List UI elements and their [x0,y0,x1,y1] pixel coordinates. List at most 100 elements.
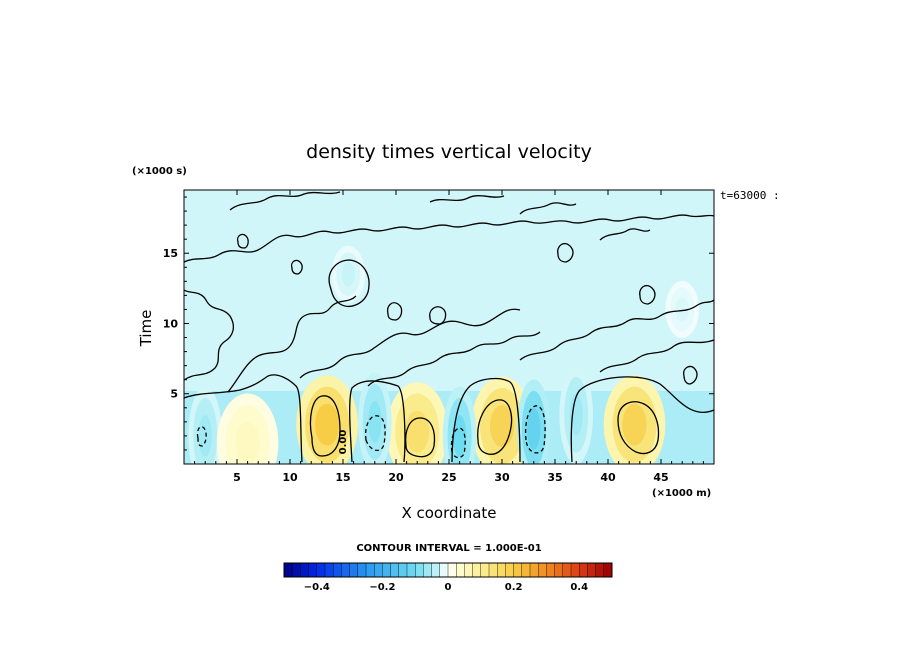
positive-contour [404,417,436,458]
zero-contour [184,374,714,463]
time-tag: t=63000 : [720,189,780,202]
closed-contour [328,259,370,307]
upper-contour [599,339,714,373]
negative-cell-core [368,400,382,443]
colorbar-swatch [603,562,613,578]
colorbar-swatch [439,562,449,578]
colorbar-swatch [497,562,506,578]
colorbar-swatch [324,562,334,578]
colorbar-swatch [562,562,572,578]
positive-cell-core [315,403,340,446]
negative-contour [364,415,386,451]
x-tick-label: 20 [388,471,404,484]
colorbar-swatch [283,562,293,578]
y-tick-label: 5 [170,388,178,401]
colorbar-swatch [554,562,564,578]
x-tick-label: 25 [441,471,456,484]
y-tick-label: 15 [163,247,178,260]
colorbar-swatch [480,562,490,578]
upper-contour [184,214,714,263]
positive-contour [617,401,660,455]
x-tick-label: 5 [233,471,241,484]
x-tick-label: 40 [600,471,616,484]
negative-cell-core [453,414,467,457]
positive-cell-core [622,403,647,446]
colorbar-swatch [431,562,441,578]
colorbar-swatch [579,562,588,578]
colorbar-swatch [521,562,531,578]
colorbar-tick-label: −0.4 [304,582,330,593]
colorbar-swatch [423,562,433,578]
colorbar-tick-label: −0.2 [369,582,395,593]
colorbar-swatch [316,562,326,578]
upper-contour [184,289,235,381]
closed-contour [236,233,249,249]
upper-contour [519,299,714,361]
y-units-label: (×1000 s) [132,166,187,177]
colorbar-swatch [538,562,547,578]
colorbar-tick-label: 0.4 [570,582,588,593]
negative-cell-core [569,393,583,436]
negative-contour [450,427,466,459]
closed-contour [639,284,656,305]
y-tick-label: 10 [163,317,179,330]
positive-contour [477,399,513,455]
colorbar-swatch [456,562,465,578]
colorbar-swatch [374,562,383,578]
colorbar-swatch [365,562,375,578]
positive-contour [309,395,341,457]
plot-area: 0.00 5 10 15 20 25 30 35 40 45 5 10 15 [163,189,715,484]
contour-lines [184,191,714,463]
closed-contour [429,306,447,325]
colorbar-swatch [308,562,318,578]
positive-cell-core [405,410,430,453]
y-axis-label: Time [137,310,155,348]
negative-cell-core [527,407,541,450]
colorbar-tick-label: 0.2 [505,582,523,593]
colorbar-swatch [390,562,400,578]
x-tick-label: 35 [547,471,562,484]
negative-contour [196,426,207,447]
colorbar-swatch [341,562,351,578]
x-axis-label: X coordinate [401,504,496,522]
colorbar-swatch [300,562,310,578]
contour-interval-label: CONTOUR INTERVAL = 1.000E-01 [356,543,541,554]
colorbar-swatch [398,562,408,578]
contour-value-label: 0.00 [338,430,349,455]
colorbar-swatch [505,562,515,578]
upper-contour [229,191,341,211]
x-tick-label: 30 [494,471,510,484]
colorbar: −0.4 −0.2 0 0.2 0.4 [283,562,613,593]
upper-contour [599,228,651,241]
colorbar-swatch [546,562,556,578]
chart-title: density times vertical velocity [306,141,592,163]
x-units-label: (×1000 m) [652,488,711,499]
shaded-field [184,190,714,464]
colorbar-swatch [406,562,416,578]
colorbar-swatch [472,562,482,578]
colorbar-swatch [570,562,580,578]
colorbar-swatch [447,562,457,578]
x-tick-label: 45 [653,471,668,484]
colorbar-swatch [587,562,597,578]
colorbar-swatch [333,562,342,578]
closed-contour [290,259,303,275]
upper-contour [367,331,541,387]
colorbar-swatch [415,562,424,578]
colorbar-swatch [464,562,474,578]
negative-contour [524,405,546,454]
colorbar-swatch [529,562,539,578]
closed-contour [557,242,574,263]
upper-contour [299,308,521,379]
colorbar-swatch [292,562,301,578]
colorbar-swatch [513,562,523,578]
negative-cell-core [675,297,689,322]
x-tick-label: 15 [335,471,350,484]
negative-cell-core [198,414,212,457]
colorbar-frame [283,562,613,578]
x-tick-label: 10 [282,471,298,484]
axes: 5 10 15 20 25 30 35 40 45 5 10 15 [163,190,714,484]
closed-contour [386,302,403,321]
colorbar-tick-label: 0 [445,582,452,593]
